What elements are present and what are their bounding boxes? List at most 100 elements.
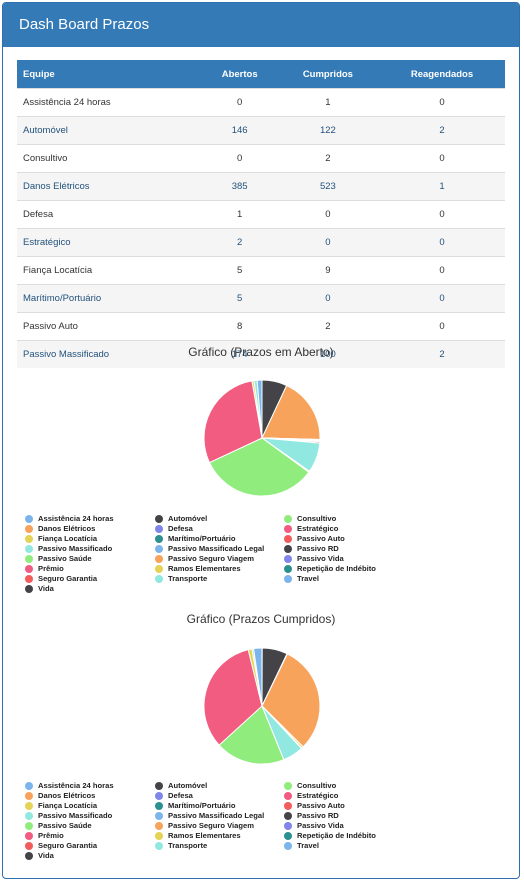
- cell-equipe[interactable]: Passivo Massificado: [17, 340, 203, 368]
- table-row[interactable]: Danos Elétricos 385 523 1: [17, 172, 505, 201]
- cell-equipe[interactable]: Automóvel: [17, 116, 203, 145]
- pie-slice[interactable]: [218, 705, 285, 765]
- legend-cumpridos: Assistência 24 horas Automóvel Consultivo D…: [25, 781, 415, 861]
- cell-equipe: Defesa: [17, 200, 203, 229]
- pie-slice[interactable]: [256, 379, 263, 439]
- legend-color-marker: [25, 852, 33, 860]
- cell-reagendados[interactable]: 2: [378, 116, 505, 145]
- table-row[interactable]: Automóvel 146 122 2: [17, 116, 505, 145]
- cell-reagendados[interactable]: 1: [378, 172, 505, 201]
- cell-abertos[interactable]: 146: [202, 116, 277, 145]
- prazos-table: Equipe Abertos Cumpridos Reagendados Ass…: [17, 60, 505, 368]
- cell-equipe[interactable]: Estratégico: [17, 228, 203, 257]
- legend-label: Passivo RD: [297, 811, 339, 820]
- legend-color-marker: [155, 782, 163, 790]
- cell-equipe: Passivo Auto: [17, 312, 203, 341]
- legend-color-marker: [25, 585, 33, 593]
- legend-label: Prêmio: [38, 564, 64, 573]
- legend-color-marker: [25, 515, 33, 523]
- cell-cumpridos[interactable]: 0: [276, 284, 379, 313]
- cell-reagendados: 0: [378, 312, 505, 341]
- table-row[interactable]: Estratégico 2 0 0: [17, 228, 505, 257]
- cell-reagendados[interactable]: 0: [378, 228, 505, 257]
- legend-color-marker: [284, 515, 292, 523]
- cell-abertos: 1: [202, 200, 277, 229]
- legend-color-marker: [25, 535, 33, 543]
- cell-equipe: Assistência 24 horas: [17, 88, 203, 117]
- cell-reagendados[interactable]: 2: [378, 340, 505, 368]
- legend-label: Repetição de Indébito: [297, 564, 376, 573]
- legend-color-marker: [25, 832, 33, 840]
- legend-color-marker: [284, 842, 292, 850]
- cell-reagendados: 0: [378, 144, 505, 173]
- legend-color-marker: [25, 555, 33, 563]
- table-row[interactable]: Passivo Massificado 174 100 2: [17, 340, 505, 368]
- legend-label: Passivo Massificado Legal: [168, 811, 265, 820]
- cell-abertos[interactable]: 174: [202, 340, 277, 368]
- cell-cumpridos: 1: [276, 88, 379, 117]
- pie-chart-cumpridos: [203, 647, 321, 765]
- pie-slice[interactable]: [253, 647, 263, 707]
- table-row: Defesa 1 0 0: [17, 200, 505, 229]
- legend-label: Assistência 24 horas: [38, 514, 114, 523]
- legend-label: Estratégico: [297, 791, 339, 800]
- legend-label: Passivo Massificado: [38, 811, 113, 820]
- legend-label: Defesa: [168, 524, 193, 533]
- legend-label: Marítimo/Portuário: [168, 534, 236, 543]
- column-header-cumpridos: Cumpridos: [276, 60, 379, 89]
- legend-label: Passivo Vida: [297, 554, 344, 563]
- legend-label: Passivo Seguro Viagem: [168, 554, 254, 563]
- legend-label: Vida: [38, 851, 54, 860]
- cell-equipe[interactable]: Marítimo/Portuário: [17, 284, 203, 313]
- legend-label: Marítimo/Portuário: [168, 801, 236, 810]
- legend-color-marker: [284, 535, 292, 543]
- legend-label: Vida: [38, 584, 54, 593]
- legend-label: Passivo Saúde: [38, 554, 92, 563]
- legend-color-marker: [155, 545, 163, 553]
- legend-color-marker: [284, 565, 292, 573]
- legend-label: Assistência 24 horas: [38, 781, 114, 790]
- panel-title: Dash Board Prazos: [3, 3, 519, 47]
- legend-color-marker: [25, 792, 33, 800]
- cell-reagendados: 0: [378, 200, 505, 229]
- legend-label: Passivo Massificado Legal: [168, 544, 265, 553]
- pie-slice[interactable]: [261, 653, 321, 748]
- pie-slice[interactable]: [203, 380, 263, 464]
- cell-cumpridos[interactable]: 523: [276, 172, 379, 201]
- legend-color-marker: [284, 832, 292, 840]
- cell-cumpridos[interactable]: 100: [276, 340, 379, 368]
- legend-label: Danos Elétricos: [38, 524, 96, 533]
- cell-cumpridos[interactable]: 0: [276, 228, 379, 257]
- legend-color-marker: [25, 822, 33, 830]
- legend-color-marker: [155, 575, 163, 583]
- legend-label: Repetição de Indébito: [297, 831, 376, 840]
- cell-abertos[interactable]: 2: [202, 228, 277, 257]
- table-row[interactable]: Marítimo/Portuário 5 0 0: [17, 284, 505, 313]
- legend-color-marker: [25, 545, 33, 553]
- cell-abertos[interactable]: 385: [202, 172, 277, 201]
- legend-label: Defesa: [168, 791, 193, 800]
- cell-abertos: 0: [202, 144, 277, 173]
- cell-cumpridos[interactable]: 122: [276, 116, 379, 145]
- pie-slice[interactable]: [203, 649, 263, 746]
- chart-title-abertos: Gráfico (Prazos em Aberto): [188, 345, 334, 359]
- pie-slice[interactable]: [261, 384, 321, 440]
- cell-abertos[interactable]: 5: [202, 284, 277, 313]
- legend-color-marker: [284, 822, 292, 830]
- cell-reagendados: 0: [378, 256, 505, 285]
- legend-label: Passivo Vida: [297, 821, 344, 830]
- legend-color-marker: [284, 782, 292, 790]
- cell-equipe: Consultivo: [17, 144, 203, 173]
- cell-equipe: Fiança Locatícia: [17, 256, 203, 285]
- cell-abertos: 5: [202, 256, 277, 285]
- legend-color-marker: [284, 525, 292, 533]
- cell-equipe[interactable]: Danos Elétricos: [17, 172, 203, 201]
- legend-label: Passivo Massificado: [38, 544, 113, 553]
- legend-label: Passivo RD: [297, 544, 339, 553]
- pie-slice[interactable]: [208, 437, 310, 497]
- legend-label: Travel: [297, 574, 319, 583]
- legend-color-marker: [284, 555, 292, 563]
- cell-reagendados[interactable]: 0: [378, 284, 505, 313]
- cell-cumpridos: 9: [276, 256, 379, 285]
- legend-label: Seguro Garantia: [38, 574, 98, 583]
